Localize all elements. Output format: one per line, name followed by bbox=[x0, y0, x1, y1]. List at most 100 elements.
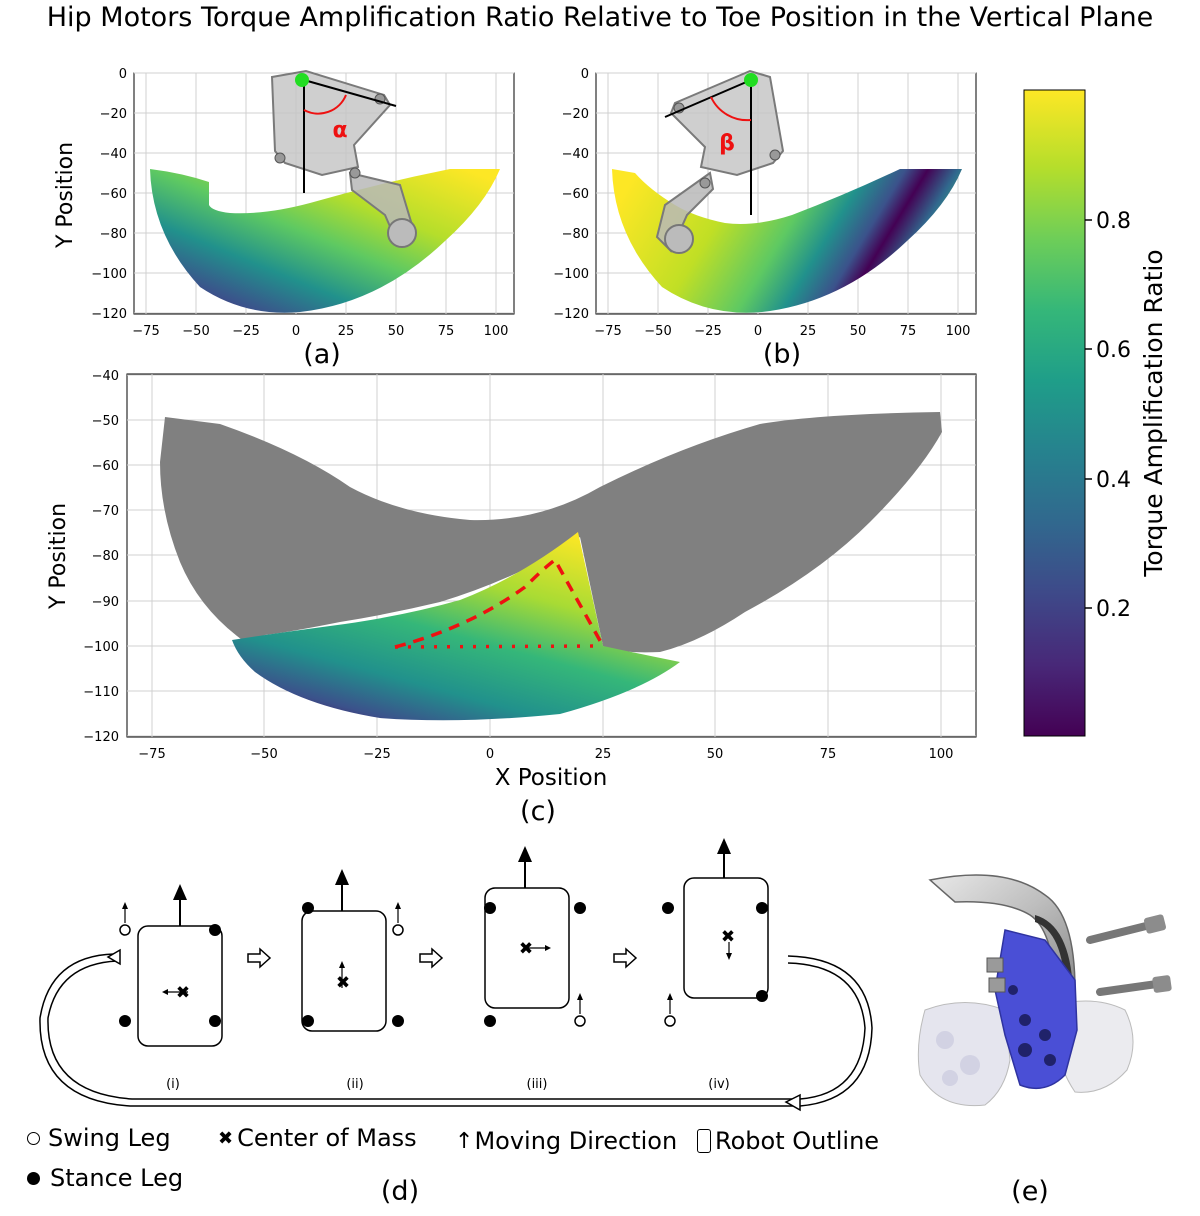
caption-e: (e) bbox=[1011, 1176, 1049, 1207]
phase-label: (iii) bbox=[527, 1077, 548, 1092]
panel-e-foot-render bbox=[917, 874, 1172, 1107]
panel-d-gait-diagram: ✖ (i) ✖ (ii) ✖ (iii) bbox=[39, 838, 873, 1112]
swing-leg-icon bbox=[119, 924, 131, 936]
colorbar: 0.8 0.6 0.4 0.2 Torque Amplification Rat… bbox=[1023, 89, 1168, 737]
caption-b: (b) bbox=[763, 339, 801, 370]
stance-leg-icon bbox=[302, 1015, 314, 1027]
colorbar-gradient bbox=[1023, 89, 1086, 737]
y-axis-label-c: Y Position bbox=[46, 503, 71, 610]
x-tick: 0 bbox=[754, 324, 762, 339]
caption-a: (a) bbox=[303, 339, 341, 370]
panel-a: α −75 −50 −25 0 25 50 75 100 0 −20 −40 −… bbox=[53, 67, 515, 370]
screw-icon bbox=[1096, 975, 1172, 996]
moving-direction-arrow-icon bbox=[173, 884, 187, 900]
dotted-boundary-line bbox=[394, 644, 604, 649]
nut-icon bbox=[986, 957, 1004, 973]
y-tick: 0 bbox=[119, 67, 127, 82]
y-tick: −100 bbox=[91, 267, 127, 282]
legend-label: Swing Leg bbox=[48, 1124, 171, 1152]
cycle-loop-arrow bbox=[39, 948, 873, 1112]
x-axis-label-c: X Position bbox=[495, 765, 608, 791]
y-tick: −60 bbox=[562, 187, 589, 202]
x-tick: −25 bbox=[694, 324, 721, 339]
y-tick: −80 bbox=[100, 227, 127, 242]
angle-label-alpha: α bbox=[332, 118, 347, 143]
x-tick: 25 bbox=[338, 324, 355, 339]
stance-leg-icon bbox=[392, 1015, 404, 1027]
screw-icon bbox=[1086, 914, 1167, 944]
legend-robot-outline: Robot Outline bbox=[697, 1127, 879, 1155]
stance-leg-icon bbox=[209, 924, 221, 936]
center-of-mass-icon: ✖ bbox=[519, 939, 533, 959]
translucent-foot-left bbox=[917, 1002, 1011, 1107]
legend-label: Moving Direction bbox=[474, 1127, 678, 1155]
y-tick: −80 bbox=[92, 549, 119, 564]
legend-moving-direction: ↑ Moving Direction bbox=[455, 1127, 677, 1155]
moving-direction-arrow-icon bbox=[717, 838, 731, 854]
y-tick: 0 bbox=[581, 67, 589, 82]
x-tick: 100 bbox=[929, 747, 954, 762]
figure-title: Hip Motors Torque Amplification Ratio Re… bbox=[46, 2, 1154, 33]
colorbar-ticks: 0.8 0.6 0.4 0.2 bbox=[1096, 209, 1131, 622]
y-tick: −50 bbox=[92, 414, 119, 429]
legend-label: Robot Outline bbox=[715, 1127, 880, 1155]
y-tick: −80 bbox=[562, 227, 589, 242]
swing-leg-icon bbox=[664, 1015, 676, 1027]
caption-c: (c) bbox=[520, 796, 556, 827]
phase-label: (i) bbox=[166, 1077, 180, 1092]
legend-stance-leg: Stance Leg bbox=[27, 1164, 183, 1192]
next-phase-arrow-icon bbox=[419, 947, 444, 969]
center-of-mass-icon: ✖ bbox=[336, 973, 350, 993]
colorbar-tick: 0.6 bbox=[1096, 338, 1131, 363]
moving-direction-arrow-icon bbox=[335, 869, 349, 885]
gait-phase-i: ✖ (i) bbox=[119, 884, 223, 1092]
green-pivot-marker bbox=[744, 73, 758, 87]
phase-label: (iv) bbox=[708, 1077, 729, 1092]
x-tick: 25 bbox=[595, 747, 612, 762]
x-ticks-b: −75 −50 −25 0 25 50 75 100 bbox=[594, 324, 970, 339]
swing-leg-icon bbox=[574, 1015, 586, 1027]
gait-phase-ii: ✖ (ii) bbox=[301, 869, 404, 1092]
y-tick: −20 bbox=[562, 107, 589, 122]
stance-leg-icon bbox=[484, 902, 496, 914]
center-of-mass-icon: ✖ bbox=[721, 927, 735, 947]
x-tick: 0 bbox=[292, 324, 300, 339]
y-tick: −40 bbox=[100, 147, 127, 162]
stance-leg-icon bbox=[209, 1015, 221, 1027]
stance-leg-icon bbox=[119, 1015, 131, 1027]
leg-linkage-illustration-b bbox=[655, 69, 785, 254]
nut-icon bbox=[988, 977, 1006, 993]
next-phase-arrow-icon bbox=[613, 947, 638, 969]
x-tick: −50 bbox=[182, 324, 209, 339]
x-tick: −25 bbox=[232, 324, 259, 339]
legend-label: Stance Leg bbox=[50, 1164, 184, 1192]
next-phase-arrow-icon bbox=[247, 947, 272, 969]
center-of-mass-icon: ✖ bbox=[218, 1127, 234, 1149]
moving-direction-arrow-icon bbox=[518, 846, 532, 862]
panel-c: −75 −50 −25 0 25 50 75 100 −40 −50 −60 −… bbox=[46, 369, 977, 827]
colorbar-tick: 0.2 bbox=[1096, 597, 1131, 622]
x-ticks-c: −75 −50 −25 0 25 50 75 100 bbox=[138, 747, 953, 762]
x-ticks-a: −75 −50 −25 0 25 50 75 100 bbox=[132, 324, 508, 339]
x-tick: 50 bbox=[707, 747, 724, 762]
x-tick: 50 bbox=[850, 324, 867, 339]
gait-phase-iii: ✖ (iii) bbox=[484, 846, 586, 1092]
y-ticks-c: −40 −50 −60 −70 −80 −90 −100 −110 −120 bbox=[83, 369, 119, 745]
x-tick: −50 bbox=[644, 324, 671, 339]
panel-b: β −75 −50 −25 0 25 50 75 100 0 −20 −40 −… bbox=[553, 67, 977, 370]
y-tick: −100 bbox=[553, 267, 589, 282]
y-tick: −90 bbox=[92, 595, 119, 610]
stance-leg-icon bbox=[484, 1015, 496, 1027]
robot-outline-icon bbox=[683, 877, 769, 999]
x-tick: −75 bbox=[594, 324, 621, 339]
moving-direction-arrow-icon: ↑ bbox=[455, 1128, 474, 1154]
y-tick: −100 bbox=[83, 640, 119, 655]
leg-mount-part bbox=[994, 929, 1078, 1090]
y-tick: −40 bbox=[562, 147, 589, 162]
x-tick: 75 bbox=[900, 324, 917, 339]
y-ticks-b: 0 −20 −40 −60 −80 −100 −120 bbox=[553, 67, 589, 322]
stance-leg-icon bbox=[27, 1171, 40, 1185]
x-tick: 75 bbox=[820, 747, 837, 762]
legend-label: Center of Mass bbox=[237, 1124, 417, 1152]
legend-center-of-mass: ✖ Center of Mass bbox=[218, 1124, 417, 1152]
